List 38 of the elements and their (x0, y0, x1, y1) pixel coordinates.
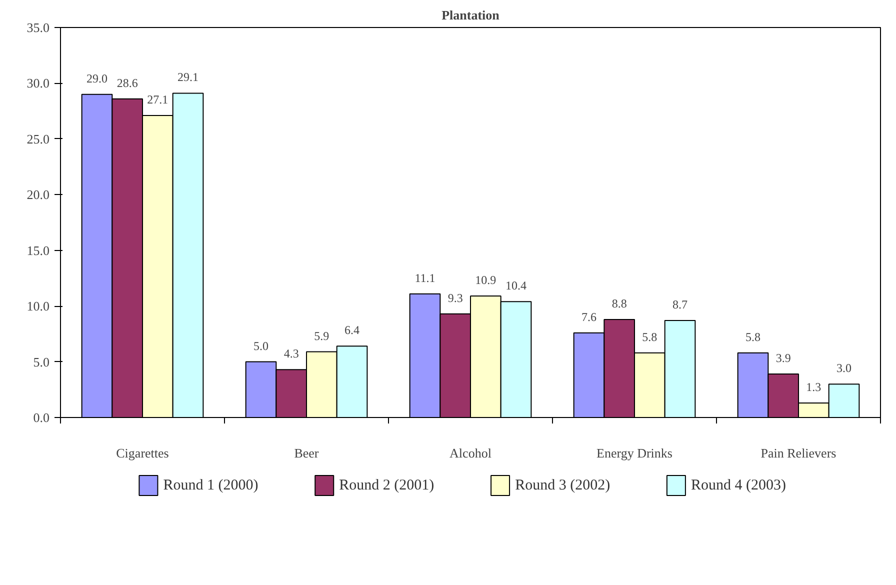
data-label: 8.7 (672, 298, 688, 312)
data-label: 27.1 (147, 92, 168, 107)
data-label: 10.9 (475, 273, 496, 288)
data-label: 5.8 (745, 330, 760, 344)
data-label: 9.3 (448, 290, 463, 305)
data-label: 5.8 (642, 330, 658, 344)
x-tick-label: Alcohol (450, 446, 492, 460)
data-label: 3.9 (776, 351, 791, 366)
y-tick-label: 35.0 (26, 20, 50, 35)
data-label: 29.0 (86, 71, 108, 86)
data-label: 10.4 (506, 278, 527, 293)
legend-label: Round 3 (2002) (515, 478, 610, 494)
y-tick-label: 0.0 (33, 410, 50, 425)
y-tick-label: 15.0 (26, 242, 50, 258)
data-label: 11.1 (414, 270, 436, 285)
legend-label: Round 4 (2003) (691, 478, 786, 494)
y-tick-label: 30.0 (26, 76, 50, 91)
legend-label: Round 2 (2001) (339, 478, 434, 494)
y-tick-label: 10.0 (26, 298, 50, 314)
data-label: 3.0 (836, 361, 852, 376)
data-label: 5.0 (253, 338, 268, 353)
data-label: 29.1 (178, 70, 199, 84)
x-tick-label: Cigarettes (116, 446, 169, 460)
x-tick-label: Pain Relievers (760, 446, 836, 460)
chart-title: Plantation (442, 8, 500, 22)
x-tick-label: Beer (294, 446, 320, 460)
data-label: 6.4 (344, 323, 360, 338)
legend-label: Round 1 (2000) (163, 478, 258, 494)
x-tick-label: Energy Drinks (596, 446, 672, 460)
data-label: 4.3 (284, 346, 299, 361)
data-label: 7.6 (581, 310, 596, 324)
data-label: 5.9 (314, 328, 330, 343)
y-tick-label: 5.0 (33, 354, 50, 370)
y-tick-label: 25.0 (26, 131, 50, 146)
data-label: 1.3 (806, 380, 822, 394)
data-label: 8.8 (612, 296, 627, 310)
y-tick-label: 20.0 (26, 187, 50, 202)
data-label: 28.6 (116, 76, 138, 90)
